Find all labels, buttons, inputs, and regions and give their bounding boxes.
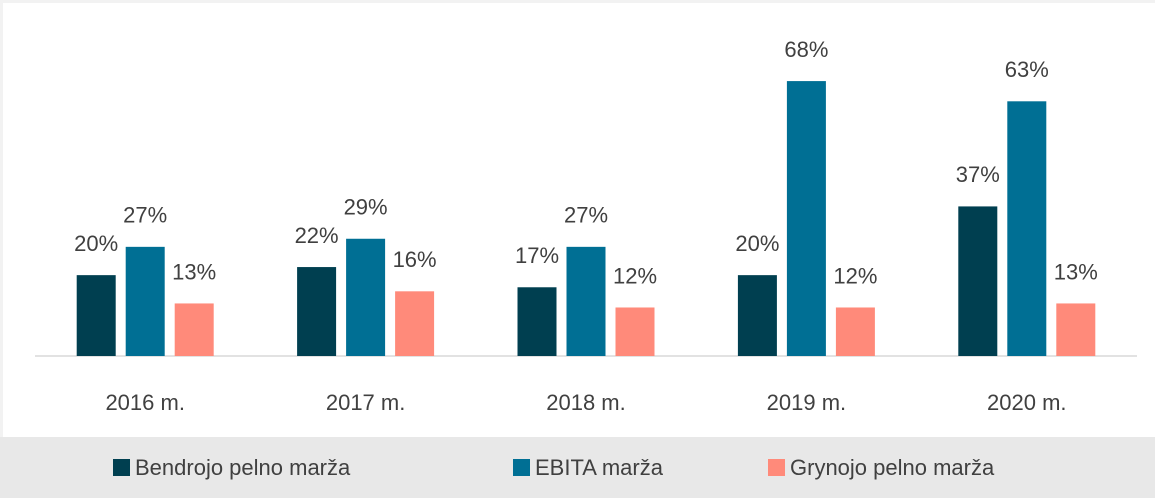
bar <box>517 287 557 356</box>
bar <box>297 267 337 356</box>
value-label: 27% <box>123 203 167 228</box>
bar <box>125 246 165 356</box>
legend-swatch <box>113 459 130 476</box>
value-label: 22% <box>295 223 339 248</box>
bar <box>958 206 998 356</box>
bar <box>76 275 116 356</box>
value-label: 20% <box>735 231 779 256</box>
value-label: 16% <box>393 247 437 272</box>
bar <box>346 238 386 356</box>
bar <box>615 307 655 356</box>
value-label: 63% <box>1005 57 1049 82</box>
x-tick-label: 2016 m. <box>105 390 185 415</box>
legend-band <box>0 437 1155 498</box>
bar <box>786 81 826 356</box>
value-label: 12% <box>613 263 657 288</box>
bar <box>835 307 875 356</box>
legend-label: EBITA marža <box>535 455 664 480</box>
value-label: 17% <box>515 243 559 268</box>
value-label: 29% <box>344 195 388 220</box>
bar <box>174 303 214 356</box>
value-label: 27% <box>564 203 608 228</box>
bar <box>1007 101 1047 356</box>
value-label: 13% <box>172 259 216 284</box>
x-tick-label: 2019 m. <box>767 390 847 415</box>
value-label: 12% <box>833 263 877 288</box>
x-tick-label: 2017 m. <box>326 390 406 415</box>
value-label: 13% <box>1054 259 1098 284</box>
bar <box>1056 303 1096 356</box>
legend-label: Bendrojo pelno marža <box>135 455 351 480</box>
x-tick-label: 2020 m. <box>987 390 1067 415</box>
bar <box>737 275 777 356</box>
x-tick-label: 2018 m. <box>546 390 626 415</box>
legend-swatch <box>513 459 530 476</box>
bar <box>395 291 435 356</box>
value-label: 37% <box>956 162 1000 187</box>
value-label: 20% <box>74 231 118 256</box>
bar <box>566 246 606 356</box>
legend-swatch <box>768 459 785 476</box>
value-label: 68% <box>784 37 828 62</box>
legend-label: Grynojo pelno marža <box>790 455 995 480</box>
